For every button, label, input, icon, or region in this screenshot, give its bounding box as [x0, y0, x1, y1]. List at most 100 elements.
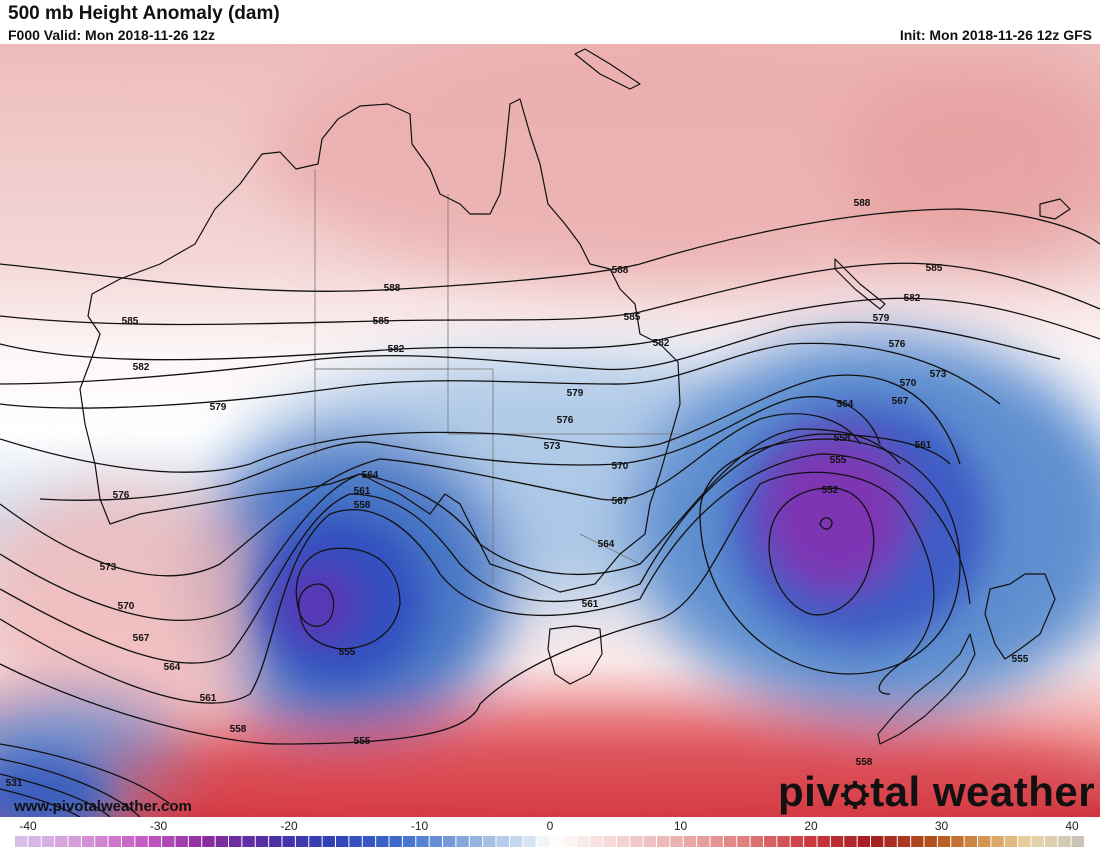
contour-label: 585 — [926, 263, 943, 274]
colorbar-swatch — [563, 836, 576, 847]
colorbar-swatch — [68, 836, 81, 847]
colorbar-swatch — [536, 836, 550, 847]
contour-label: 561 — [915, 440, 932, 451]
colorbar-swatch — [1044, 836, 1058, 847]
colorbar-swatch — [964, 836, 978, 847]
colorbar-swatch — [616, 836, 630, 847]
contour-label: 573 — [930, 369, 947, 380]
contour-label: 588 — [384, 283, 401, 294]
colorbar-swatch — [215, 836, 229, 847]
contour-label: 585 — [122, 316, 139, 327]
contour-label: 564 — [837, 399, 854, 410]
colorbar-swatch — [108, 836, 122, 847]
colorbar-swatch — [322, 836, 336, 847]
contour-label: 567 — [892, 396, 909, 407]
colorbar-swatch — [1018, 836, 1031, 847]
anomaly-shading — [0, 44, 1100, 817]
colorbar-swatch — [764, 836, 777, 847]
colorbar-tick-label: 40 — [1065, 819, 1079, 833]
colorbar-swatch — [804, 836, 817, 847]
colorbar-swatch — [255, 836, 269, 847]
colorbar-swatch — [884, 836, 897, 847]
colorbar-swatch — [871, 836, 884, 847]
contour-label: 579 — [567, 388, 584, 399]
contour-label: 576 — [889, 339, 906, 350]
state-borders — [314, 169, 680, 584]
colorbar-swatch — [496, 836, 509, 847]
contour-label: 558 — [856, 757, 873, 768]
colorbar-swatch — [162, 836, 175, 847]
colorbar-tick-label: 10 — [673, 819, 688, 833]
colorbar-swatch — [402, 836, 416, 847]
colorbar-swatch — [309, 836, 322, 847]
colorbar-swatch — [576, 836, 590, 847]
contour-label: 531 — [6, 778, 23, 789]
colorbar-swatch — [710, 836, 723, 847]
contour-label: 558 — [354, 500, 371, 511]
colorbar-swatch — [483, 836, 496, 847]
brand-logo: piv tal weather — [778, 768, 1095, 816]
contour-label: 570 — [900, 378, 917, 389]
init-time: Init: Mon 2018-11-26 12z GFS — [899, 27, 1092, 43]
height-contours — [0, 208, 1100, 817]
map-header: 500 mb Height Anomaly (dam) F000 Valid: … — [0, 0, 1100, 44]
colorbar-swatch — [697, 836, 710, 847]
colorbar-swatch — [469, 836, 483, 847]
map-title: 500 mb Height Anomaly (dam) — [8, 3, 280, 24]
colorbar-tick-label: -40 — [19, 819, 37, 833]
contour-labels: 588 588 588 585 585 585 585 582 582 582 … — [6, 198, 1029, 789]
colorbar-swatch — [937, 836, 951, 847]
colorbar-swatch — [550, 836, 563, 847]
colorbar — [15, 836, 1085, 847]
colorbar-swatch — [509, 836, 523, 847]
contour-label: 579 — [210, 402, 227, 413]
contour-label: 564 — [598, 539, 615, 550]
colorbar-swatch — [282, 836, 295, 847]
contour-label: 555 — [830, 455, 847, 466]
colorbar-tick-label: -20 — [280, 819, 298, 833]
colorbar-swatch — [175, 836, 188, 847]
contour-label: 558 — [230, 724, 247, 735]
colorbar-tick-label: 30 — [934, 819, 949, 833]
contour-label: 573 — [544, 441, 561, 452]
colorbar-swatch — [657, 836, 670, 847]
colorbar-swatch — [295, 836, 309, 847]
contour-label: 552 — [822, 485, 839, 496]
gear-icon — [841, 781, 870, 809]
contour-label: 570 — [118, 601, 135, 612]
colorbar-swatch — [122, 836, 135, 847]
colorbar-swatch — [456, 836, 469, 847]
colorbar-swatch — [978, 836, 991, 847]
contour-label: 573 — [100, 562, 117, 573]
colorbar-swatch — [603, 836, 616, 847]
colorbar-swatch — [630, 836, 643, 847]
colorbar-swatch — [242, 836, 255, 847]
colorbar-swatch — [28, 836, 41, 847]
colorbar-swatch — [95, 836, 108, 847]
colorbar-swatch — [723, 836, 737, 847]
colorbar-swatch — [55, 836, 68, 847]
contour-label: 567 — [612, 496, 629, 507]
contour-label: 582 — [653, 338, 670, 349]
colorbar-swatch — [15, 836, 28, 847]
contour-label: 555 — [339, 647, 356, 658]
colorbar-swatch — [830, 836, 844, 847]
colorbar-swatch — [790, 836, 804, 847]
colorbar-swatch — [416, 836, 429, 847]
contour-label: 582 — [133, 362, 150, 373]
contour-label: 561 — [200, 693, 217, 704]
colorbar-swatch — [349, 836, 362, 847]
contour-label: 567 — [133, 633, 150, 644]
colorbar-swatch — [188, 836, 202, 847]
colorbar-swatch — [683, 836, 697, 847]
valid-time: F000 Valid: Mon 2018-11-26 12z — [8, 27, 215, 43]
colorbar-swatch — [857, 836, 871, 847]
contour-label: 555 — [354, 736, 371, 747]
contour-label: 588 — [612, 265, 629, 276]
colorbar-swatch — [897, 836, 911, 847]
colorbar-swatch — [202, 836, 215, 847]
colorbar-swatch — [1058, 836, 1071, 847]
colorbar-swatch — [336, 836, 349, 847]
colorbar-swatch — [429, 836, 443, 847]
brand-logo-left: piv — [778, 768, 841, 815]
